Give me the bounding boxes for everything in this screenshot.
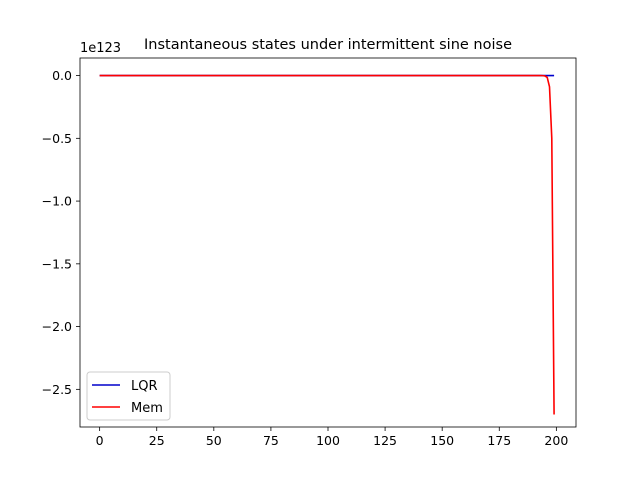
x-tick-label: 100 (316, 433, 340, 448)
series-line-mem (99, 74, 555, 415)
y-axis: 0.0 −0.5 −1.0 −1.5 −2.0 −2.5 (42, 68, 80, 397)
legend-box (86, 371, 171, 421)
y-offset-label: 1e123 (80, 41, 121, 56)
x-tick-label: 25 (149, 433, 165, 448)
x-tick-label: 150 (430, 433, 454, 448)
legend: LQR Mem (86, 371, 171, 421)
x-tick-label: 200 (544, 433, 568, 448)
x-tick-label: 175 (487, 433, 511, 448)
x-tick-label: 125 (373, 433, 397, 448)
y-tick-label: −2.5 (42, 382, 72, 397)
y-tick-label: −2.0 (42, 319, 72, 334)
series-layer (99, 74, 555, 415)
y-tick-label: −1.5 (42, 256, 72, 271)
y-tick-label: −0.5 (42, 131, 72, 146)
chart-title: Instantaneous states under intermittent … (144, 37, 512, 53)
x-axis: 0 25 50 75 100 125 150 175 200 (96, 427, 568, 448)
x-tick-label: 50 (206, 433, 222, 448)
legend-label-mem: Mem (131, 401, 163, 416)
x-tick-label: 0 (96, 433, 104, 448)
x-tick-label: 75 (263, 433, 279, 448)
legend-label-lqr: LQR (131, 379, 158, 394)
y-tick-label: −1.0 (42, 194, 72, 209)
y-tick-label: 0.0 (52, 68, 72, 83)
